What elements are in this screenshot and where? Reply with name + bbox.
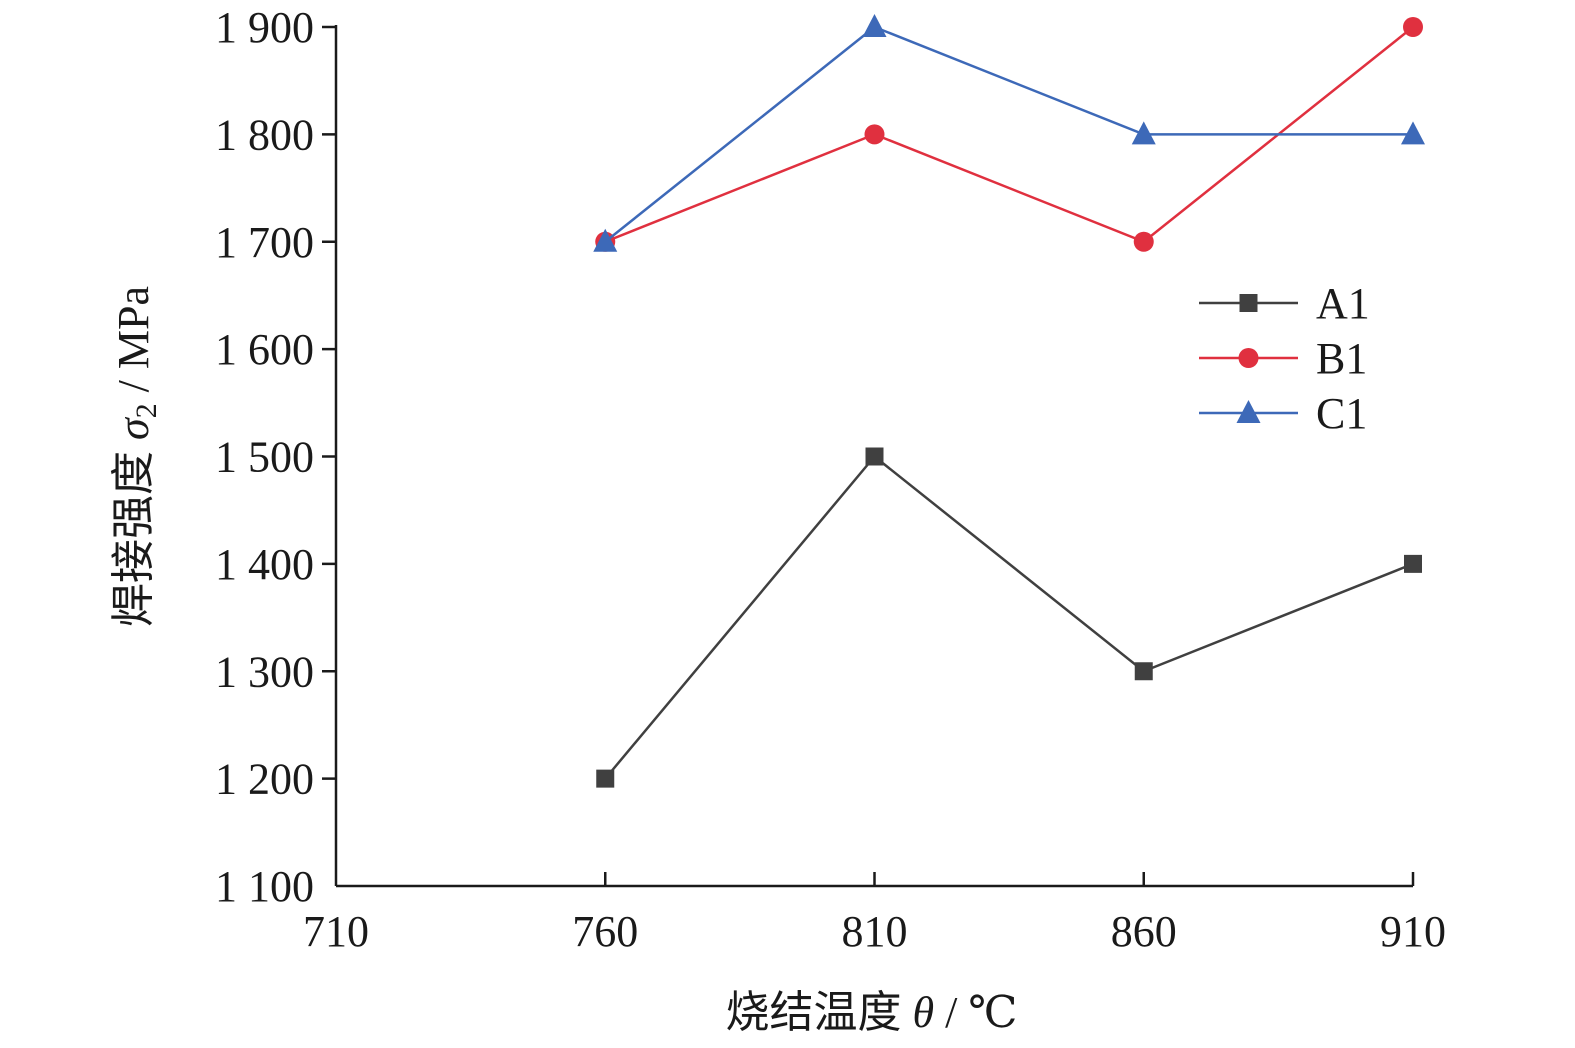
y-tick-label: 1 600 bbox=[215, 325, 314, 374]
x-tick-label: 860 bbox=[1111, 907, 1177, 956]
legend-label: C1 bbox=[1316, 389, 1367, 438]
data-point-a1 bbox=[596, 769, 615, 788]
legend-item-b1: B1 bbox=[1199, 334, 1367, 383]
x-tick-label: 710 bbox=[303, 907, 369, 956]
data-point-b1 bbox=[1133, 231, 1154, 252]
series-group bbox=[593, 14, 1425, 788]
x-tick-label: 760 bbox=[572, 907, 638, 956]
data-point-c1 bbox=[1131, 121, 1156, 145]
legend-item-c1: C1 bbox=[1199, 389, 1367, 438]
y-axis-ticks: 1 100 1 200 1 300 1 400 1 500 1 600 1 700 1 800… bbox=[215, 3, 336, 911]
y-axis-title-subscript: 2 bbox=[130, 403, 163, 418]
legend-label: B1 bbox=[1316, 334, 1367, 383]
data-point-c1 bbox=[593, 228, 618, 252]
y-tick-label: 1 400 bbox=[215, 540, 314, 589]
series-c1 bbox=[593, 14, 1425, 252]
legend-label: A1 bbox=[1316, 279, 1370, 328]
legend-marker bbox=[1236, 400, 1261, 423]
legend-marker bbox=[1239, 294, 1258, 312]
x-axis-title-unit: / ℃ bbox=[934, 988, 1017, 1037]
y-axis-title: 焊接强度 σ2 / MPa bbox=[109, 286, 163, 627]
y-axis-title-prefix: 焊接强度 bbox=[109, 440, 158, 627]
legend-item-a1: A1 bbox=[1199, 279, 1370, 328]
series-a1 bbox=[596, 447, 1422, 788]
x-axis-ticks: 710 760 810 860 910 bbox=[303, 872, 1446, 956]
legend-marker bbox=[1238, 348, 1259, 368]
x-axis-title-symbol: θ bbox=[912, 988, 934, 1037]
data-point-a1 bbox=[1134, 662, 1153, 681]
legend: A1 B1 C1 bbox=[1199, 279, 1370, 438]
series-line-c1 bbox=[604, 25, 1413, 243]
y-axis-title-unit: / MPa bbox=[109, 286, 158, 403]
y-tick-label: 1 200 bbox=[215, 755, 314, 804]
y-tick-label: 1 800 bbox=[215, 110, 314, 159]
data-point-a1 bbox=[1404, 554, 1422, 573]
x-tick-label: 910 bbox=[1380, 907, 1446, 956]
y-tick-label: 1 300 bbox=[215, 647, 314, 696]
y-tick-label: 1 700 bbox=[215, 218, 314, 267]
x-axis-title-prefix: 烧结温度 bbox=[725, 988, 912, 1037]
data-point-a1 bbox=[865, 447, 884, 466]
y-tick-label: 1 900 bbox=[215, 3, 314, 52]
data-point-b1 bbox=[1403, 17, 1423, 37]
data-point-b1 bbox=[864, 124, 885, 145]
data-point-c1 bbox=[862, 14, 887, 37]
y-tick-label: 1 100 bbox=[215, 862, 314, 911]
x-tick-label: 810 bbox=[842, 907, 908, 956]
data-point-c1 bbox=[1401, 121, 1425, 145]
series-line-a1 bbox=[604, 455, 1414, 780]
x-axis-title: 烧结温度 θ / ℃ bbox=[725, 988, 1017, 1037]
y-tick-label: 1 500 bbox=[215, 433, 314, 482]
y-axis-title-symbol: σ bbox=[109, 416, 158, 440]
